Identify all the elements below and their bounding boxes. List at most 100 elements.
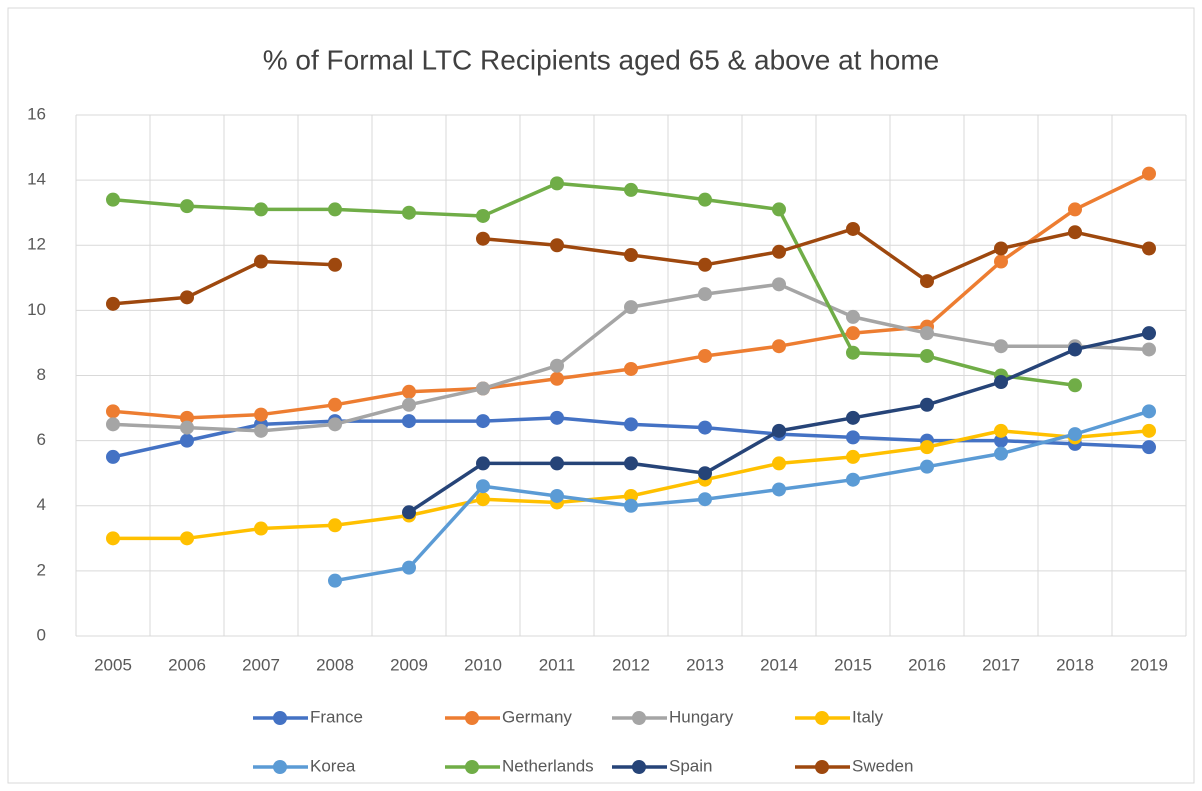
point [846,449,860,464]
y-tick-label: 0 [37,625,46,644]
point [550,371,564,386]
point [180,433,194,448]
point [772,482,786,497]
point [106,531,120,546]
y-tick-label: 4 [37,495,46,514]
legend-label: Sweden [852,756,913,775]
y-tick-label: 8 [37,365,46,384]
point [550,238,564,253]
point [328,202,342,217]
point [1068,202,1082,217]
point [180,290,194,305]
point [994,433,1008,448]
y-tick-label: 14 [27,170,46,189]
point [920,397,934,412]
point [624,248,638,263]
chart-border [7,7,1195,784]
point [550,358,564,373]
point [994,423,1008,438]
series-line [112,227,1150,306]
y-tick-label: 16 [27,104,46,123]
point [994,339,1008,354]
point [698,348,712,363]
series-line [112,181,1076,388]
legend-label: Germany [502,707,572,726]
x-tick-label: 2010 [464,655,502,674]
legend-marker [632,760,646,774]
legend-marker [273,760,287,774]
y-tick-label: 2 [37,560,46,579]
point [402,414,416,429]
point [1142,326,1156,341]
point [1068,378,1082,393]
point [846,410,860,425]
point [402,505,416,520]
point [476,456,490,471]
point [1068,427,1082,442]
point [698,420,712,435]
legend-marker [815,711,829,725]
point [994,241,1008,256]
point [1142,440,1156,455]
point [180,410,194,425]
point [402,560,416,575]
point [920,440,934,455]
point [254,423,268,438]
point [328,257,342,272]
point [180,420,194,435]
point [476,381,490,396]
point [698,466,712,481]
point [1068,225,1082,240]
point [920,326,934,341]
x-tick-label: 2008 [316,655,354,674]
point [698,257,712,272]
point [328,417,342,432]
point [476,208,490,223]
point [1142,404,1156,419]
point [698,192,712,207]
point [772,244,786,259]
point [994,375,1008,390]
point [328,397,342,412]
point [772,423,786,438]
point [550,488,564,503]
point [402,205,416,220]
point [624,498,638,513]
point [846,472,860,487]
point [624,300,638,315]
point [772,202,786,217]
point [106,404,120,419]
point [106,417,120,432]
point [476,414,490,429]
point [328,573,342,588]
point [772,456,786,471]
legend-marker [273,711,287,725]
point [254,521,268,536]
x-tick-label: 2015 [834,655,872,674]
point [846,221,860,236]
point [106,449,120,464]
point [1142,423,1156,438]
point [254,407,268,422]
series-line [334,409,1150,583]
point [698,492,712,507]
point [476,479,490,494]
point [106,296,120,311]
x-tick-label: 2018 [1056,655,1094,674]
legend-marker [465,711,479,725]
point [1142,166,1156,181]
point [772,277,786,292]
point [994,254,1008,269]
legend-marker [632,711,646,725]
point [106,192,120,207]
point [1068,342,1082,357]
legend-label: Italy [852,707,884,726]
point [920,274,934,289]
point [920,459,934,474]
chart-title: % of Formal LTC Recipients aged 65 & abo… [263,44,940,75]
point [624,361,638,376]
point [476,492,490,507]
x-tick-label: 2017 [982,655,1020,674]
point [180,531,194,546]
